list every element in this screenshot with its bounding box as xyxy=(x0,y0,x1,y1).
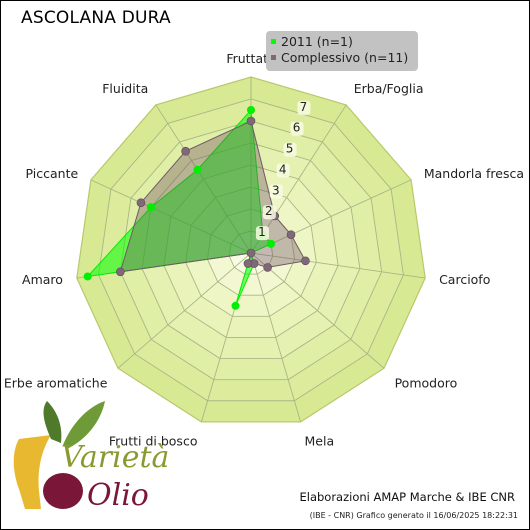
logo-text-varieta: Varietà xyxy=(61,440,169,475)
series-0-point-10 xyxy=(193,165,202,174)
axis-spoke-3 xyxy=(250,252,426,279)
series-1-point-6 xyxy=(243,259,253,268)
logo-text-olio: Olio xyxy=(87,478,149,513)
legend-swatch-2011 xyxy=(271,39,276,44)
series-1-point-9 xyxy=(136,198,146,208)
axis-label-2: Mandorla fresca xyxy=(424,166,524,181)
legend: 2011 (n=1) Complessivo (n=11) xyxy=(266,31,418,71)
logo-leaf-right-icon xyxy=(63,401,105,449)
tick-label-3: 3 xyxy=(272,183,280,197)
logo-olive-icon xyxy=(43,473,83,509)
axis-label-4: Pomodoro xyxy=(395,375,458,390)
axis-label-1: Erba/Foglia xyxy=(354,81,424,96)
axis-spoke-4 xyxy=(250,252,385,369)
legend-label-2011: 2011 (n=1) xyxy=(281,34,353,49)
axis-label-0: Fruttato xyxy=(226,51,275,66)
tick-bg-7 xyxy=(297,100,311,115)
series-1-point-10 xyxy=(181,146,190,156)
tick-bg-6 xyxy=(290,121,304,136)
tick-bg-3 xyxy=(269,184,283,199)
axis-label-6: Frutti di bosco xyxy=(109,433,198,448)
axis-spoke-2 xyxy=(250,179,412,254)
axis-label-7: Erbe aromatiche xyxy=(4,375,108,390)
axis-label-9: Piccante xyxy=(26,166,79,181)
axis-spoke-7 xyxy=(117,252,252,369)
legend-label-complessivo: Complessivo (n=11) xyxy=(281,50,409,65)
series-1-point-4 xyxy=(263,263,272,272)
tick-labels: 1 2 3 4 5 6 7 xyxy=(255,100,311,241)
footer-credit: Elaborazioni AMAP Marche & IBE CNR xyxy=(299,490,515,504)
grid-ring-5 xyxy=(141,142,361,359)
series-0-point-2 xyxy=(267,239,276,248)
tick-label-7: 7 xyxy=(300,100,308,114)
legend-item-2011: 2011 (n=1) xyxy=(271,34,353,50)
series-1-point-7 xyxy=(246,248,256,258)
series-0-point-8 xyxy=(83,272,92,281)
radar-grid xyxy=(76,76,426,423)
tick-label-5: 5 xyxy=(286,142,294,156)
tick-bg-1 xyxy=(255,226,269,241)
footer-timestamp: (IBE - CNR) Grafico generato il 16/06/20… xyxy=(309,511,518,520)
logo-leaf-left-icon xyxy=(43,401,62,443)
tick-label-6: 6 xyxy=(293,121,301,135)
logo-number-shape xyxy=(13,435,52,509)
grid-ring-8 xyxy=(76,76,426,423)
tick-bg-2 xyxy=(262,205,276,220)
axis-spoke-5 xyxy=(250,252,302,422)
axis-label-8: Amaro xyxy=(22,272,63,287)
series-1-point-0 xyxy=(246,116,256,126)
series-0-point-9 xyxy=(146,203,155,212)
series-0-point-6 xyxy=(231,301,240,310)
series-0-point-0 xyxy=(247,106,255,114)
tick-bg-4 xyxy=(276,163,290,178)
series-1-point-8 xyxy=(116,267,125,277)
tick-label-1: 1 xyxy=(258,225,266,239)
axis-label-3: Carciofo xyxy=(439,272,490,287)
legend-item-complessivo: Complessivo (n=11) xyxy=(271,50,408,66)
varieta-olio-logo: Varietà Olio xyxy=(13,401,169,513)
axis-label-5: Mela xyxy=(305,433,335,448)
axis-label-10: Fluidita xyxy=(102,81,148,96)
legend-swatch-complessivo xyxy=(271,55,276,60)
series-1-point-3 xyxy=(301,256,310,266)
grid-ring-6 xyxy=(119,120,383,381)
tick-label-4: 4 xyxy=(279,162,287,176)
tick-label-2: 2 xyxy=(265,204,273,218)
axis-labels: Fruttato Erba/Foglia Mandorla fresca Carcio… xyxy=(4,51,524,448)
chart-title: ASCOLANA DURA xyxy=(21,8,171,28)
grid-ring-7 xyxy=(98,98,404,402)
series-1-point-2 xyxy=(286,230,296,240)
tick-bg-5 xyxy=(283,142,297,157)
